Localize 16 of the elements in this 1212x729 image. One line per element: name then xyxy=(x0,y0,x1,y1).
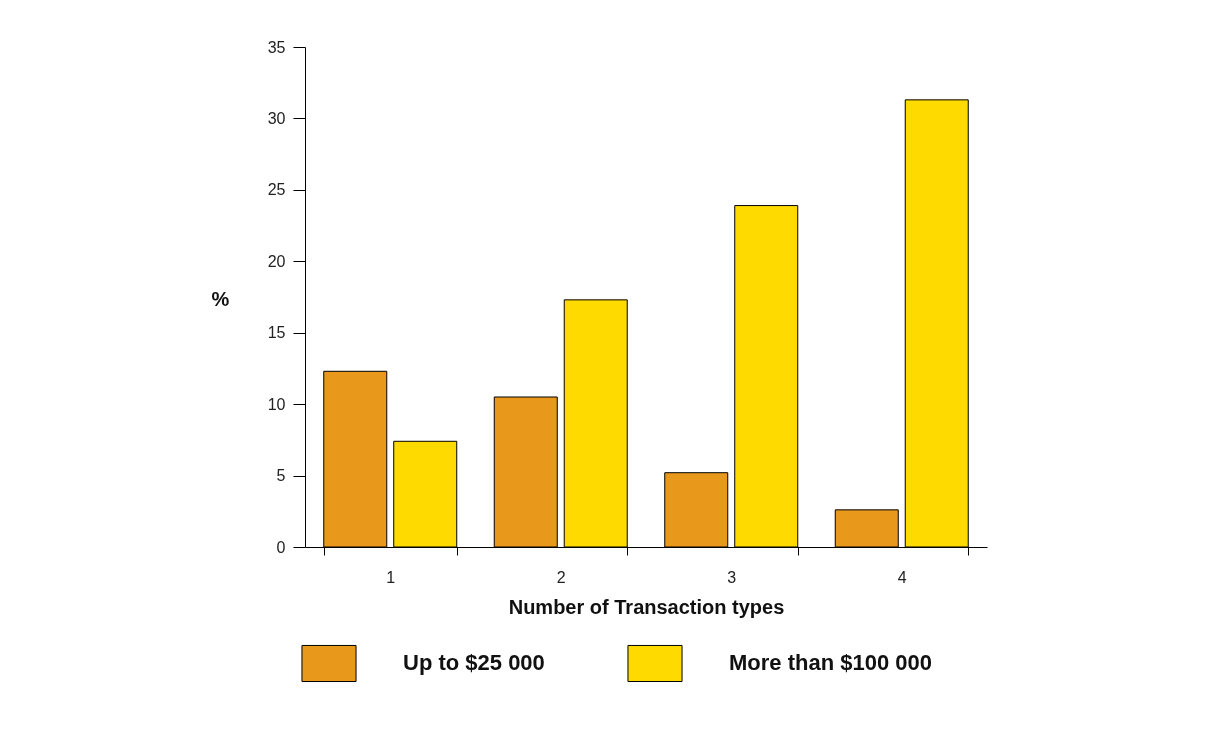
x-tick-label: 4 xyxy=(897,568,907,586)
y-tick-label: 5 xyxy=(276,467,286,485)
legend-label: Up to $25 000 xyxy=(403,650,545,676)
y-tick-label: 0 xyxy=(276,538,286,556)
y-axis-title: % xyxy=(211,287,230,310)
x-axis-title: Number of Transaction types xyxy=(508,595,785,618)
x-tick-label: 3 xyxy=(727,568,737,586)
y-tick-label: 10 xyxy=(267,395,286,413)
y-tick-label: 25 xyxy=(267,181,286,199)
x-tick-label: 2 xyxy=(556,568,566,586)
legend-label: More than $100 000 xyxy=(729,650,932,676)
y-tick-label: 35 xyxy=(267,38,286,56)
x-tick-label: 1 xyxy=(386,568,396,586)
y-tick-label: 20 xyxy=(267,252,286,270)
y-tick-label: 15 xyxy=(267,324,286,342)
y-tick-label: 30 xyxy=(267,109,286,127)
